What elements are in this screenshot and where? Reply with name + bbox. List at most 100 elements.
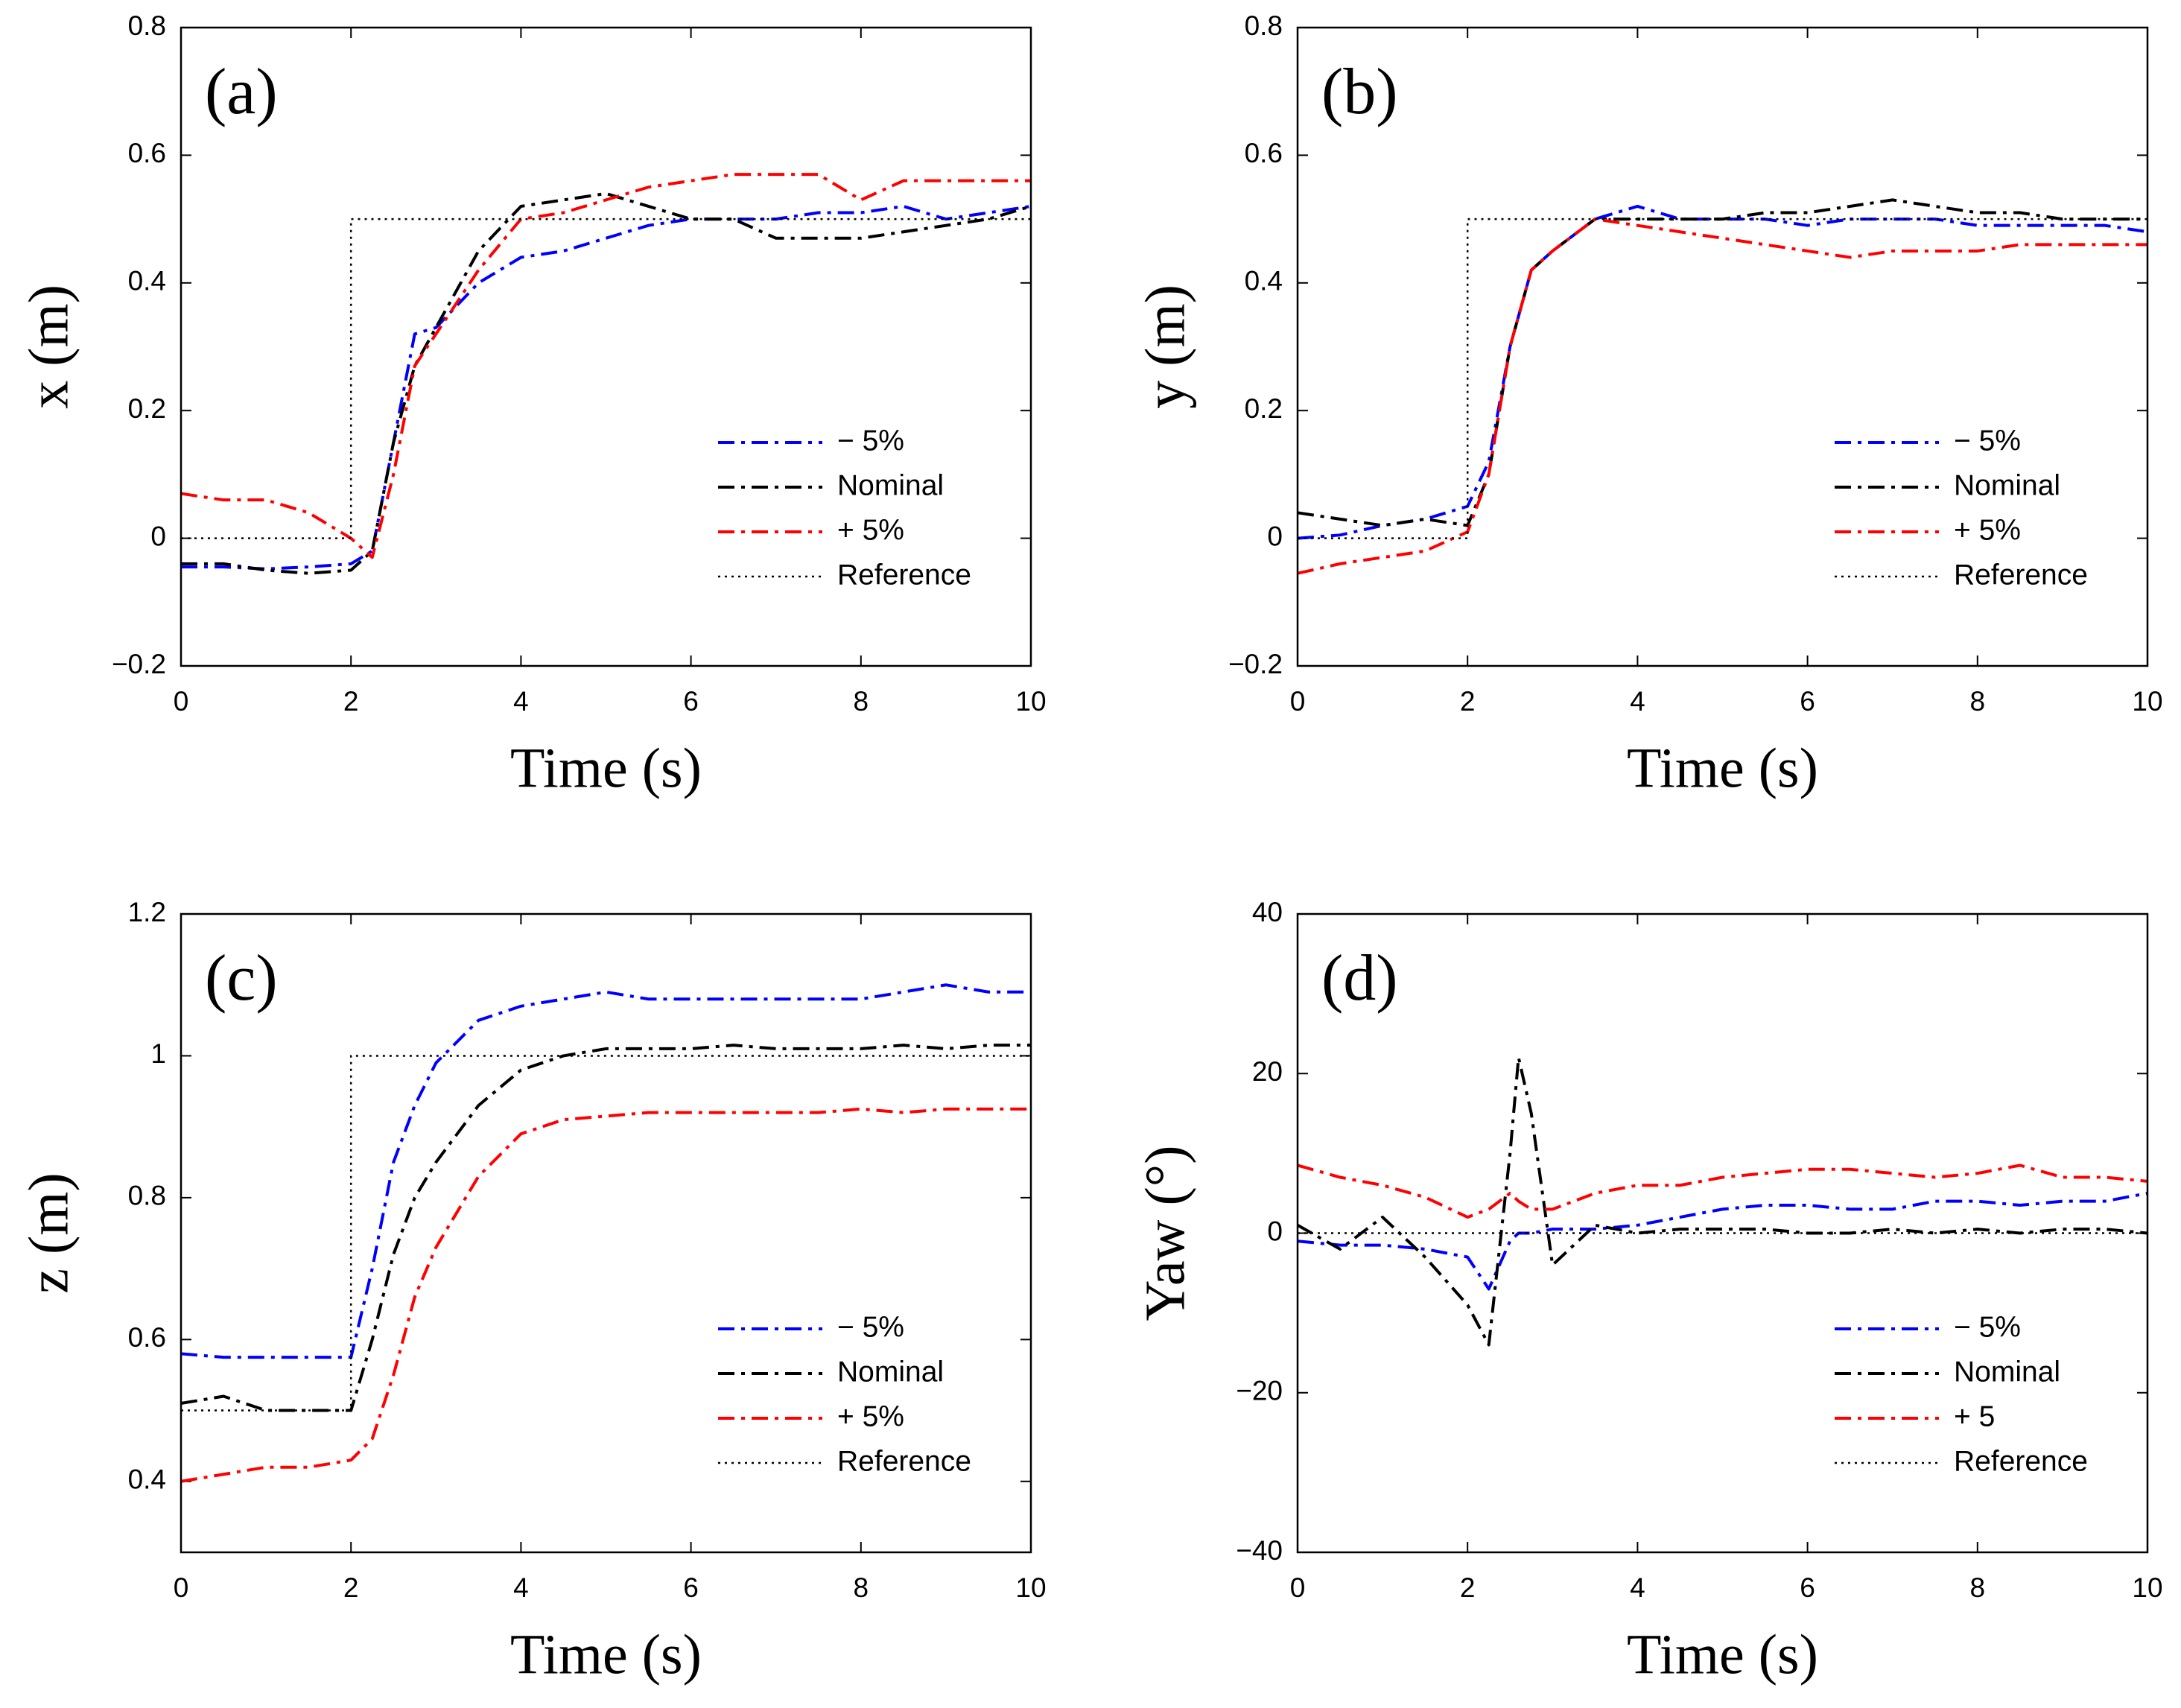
x-tick-label: 6 — [1800, 1572, 1815, 1603]
plot-area — [1298, 28, 2147, 666]
y-axis-label: y (m) — [1134, 285, 1196, 409]
x-tick-label: 6 — [1800, 686, 1815, 717]
x-tick-label: 0 — [1290, 686, 1306, 717]
y-tick-label: −0.2 — [112, 649, 166, 679]
legend-label: − 5% — [837, 1311, 904, 1343]
series-line — [1297, 204, 2148, 540]
legend-label: Nominal — [1954, 469, 2060, 501]
x-tick-label: 6 — [683, 686, 699, 717]
x-tick-label: 10 — [2132, 686, 2162, 717]
x-axis-label: Time (s) — [510, 1623, 702, 1686]
legend-label: Nominal — [837, 469, 944, 501]
y-tick-label: −0.2 — [1228, 649, 1283, 679]
x-tick-label: 10 — [1015, 1572, 1046, 1603]
x-tick-label: 10 — [2132, 1572, 2162, 1603]
x-tick-label: 4 — [1630, 1572, 1645, 1603]
series-line — [180, 173, 1031, 559]
legend-label: Reference — [837, 1445, 971, 1477]
legend-label: Nominal — [837, 1356, 944, 1388]
x-tick-label: 0 — [1290, 1572, 1306, 1603]
legend: − 5% Nominal + 5 Reference — [1835, 1311, 2088, 1477]
panel: 0 2 4 6 8 10 0.4 0.6 0.8 1 1.2 (c) Time (s) z (m) − 5%… — [17, 897, 1046, 1686]
legend: − 5% Nominal + 5% Reference — [718, 425, 971, 591]
x-tick-label: 10 — [1015, 686, 1046, 717]
axes-frame — [1296, 912, 2149, 1554]
y-axis-label: x (m) — [17, 285, 80, 409]
legend-label: + 5% — [837, 514, 904, 546]
series-line — [180, 983, 1031, 1359]
legend-label: − 5% — [837, 425, 904, 457]
y-axis-label: Yaw (°) — [1134, 1146, 1196, 1321]
axes-frame — [1296, 26, 2149, 667]
axes-frame — [180, 912, 1032, 1554]
x-axis-label: Time (s) — [1627, 1623, 1818, 1686]
x-tick-label: 2 — [343, 1572, 359, 1603]
y-tick-label: 0.2 — [128, 393, 166, 424]
x-axis-label: Time (s) — [1627, 737, 1818, 799]
x-tick-label: 2 — [1460, 1572, 1476, 1603]
x-tick-label: 0 — [174, 1572, 189, 1603]
y-tick-label: 1 — [150, 1038, 166, 1069]
panel-label: (b) — [1321, 56, 1398, 128]
series-line — [181, 204, 1032, 571]
y-tick-label: 0.4 — [128, 266, 166, 296]
panel: 0 2 4 6 8 10 −40 −20 0 20 40 (d) Time (s) Yaw (°) − 5%… — [1134, 897, 2162, 1686]
series-line — [181, 218, 1031, 539]
x-tick-label: 2 — [343, 686, 359, 717]
x-tick-label: 0 — [174, 686, 189, 717]
legend-label: − 5% — [1954, 1311, 2021, 1343]
panel-label: (c) — [205, 942, 278, 1015]
legend: − 5% Nominal + 5% Reference — [1835, 425, 2088, 591]
y-tick-label: 0 — [1267, 1216, 1283, 1246]
series-line — [1298, 218, 2147, 539]
y-tick-label: 0 — [1267, 521, 1283, 551]
y-tick-label: 40 — [1252, 897, 1283, 927]
series-line — [1297, 1191, 2148, 1291]
x-tick-label: 6 — [683, 1572, 699, 1603]
y-tick-label: 1.2 — [128, 897, 166, 927]
x-tick-label: 4 — [513, 686, 529, 717]
legend-label: Reference — [837, 559, 971, 591]
panel-label: (d) — [1321, 942, 1398, 1015]
legend-label: + 5% — [837, 1400, 904, 1432]
series-line — [1297, 1055, 2148, 1347]
y-tick-label: −20 — [1236, 1376, 1283, 1406]
x-tick-label: 4 — [513, 1572, 529, 1603]
x-tick-label: 2 — [1460, 686, 1476, 717]
y-tick-label: 20 — [1252, 1056, 1283, 1087]
legend-label: Nominal — [1954, 1356, 2060, 1388]
y-tick-label: 0.4 — [1245, 266, 1283, 296]
y-tick-label: 0.4 — [128, 1464, 166, 1495]
legend-label: + 5 — [1954, 1400, 1995, 1432]
x-tick-label: 8 — [1970, 686, 1986, 717]
x-tick-label: 8 — [1970, 1572, 1986, 1603]
axes-frame — [180, 26, 1032, 667]
x-tick-label: 8 — [854, 1572, 869, 1603]
y-tick-label: 0.8 — [128, 10, 166, 41]
y-tick-label: 0.6 — [128, 1322, 166, 1353]
legend-label: − 5% — [1954, 425, 2021, 457]
y-tick-label: 0.6 — [1245, 138, 1283, 168]
y-tick-label: 0.8 — [128, 1181, 166, 1211]
x-tick-label: 8 — [854, 686, 869, 717]
y-tick-label: −40 — [1236, 1535, 1283, 1566]
y-tick-label: 0.2 — [1245, 393, 1283, 424]
series-line — [181, 191, 1032, 575]
series-line — [1297, 198, 2147, 527]
panel-label: (a) — [205, 56, 278, 128]
x-axis-label: Time (s) — [510, 737, 702, 799]
panel: 0 2 4 6 8 10−0.200.20.40.60.8(b)Time (s)y (m)… — [1134, 10, 2162, 800]
legend-label: Reference — [1954, 559, 2088, 591]
y-axis-label: z (m) — [17, 1172, 80, 1293]
y-tick-label: 0.8 — [1245, 10, 1283, 41]
legend-label: Reference — [1954, 1445, 2088, 1477]
series-line — [180, 1107, 1031, 1483]
series-line — [1297, 1163, 2148, 1219]
y-tick-label: 0.6 — [128, 138, 166, 168]
legend-label: + 5% — [1954, 514, 2021, 546]
y-tick-label: 0 — [150, 521, 166, 551]
plot-area — [181, 914, 1031, 1552]
x-tick-label: 4 — [1630, 686, 1645, 717]
panel: 0 2 4 6 8 10 −0.2 0 0.2 0.4 0.6 0.8 (a) Time (s) x (m)… — [17, 10, 1046, 800]
